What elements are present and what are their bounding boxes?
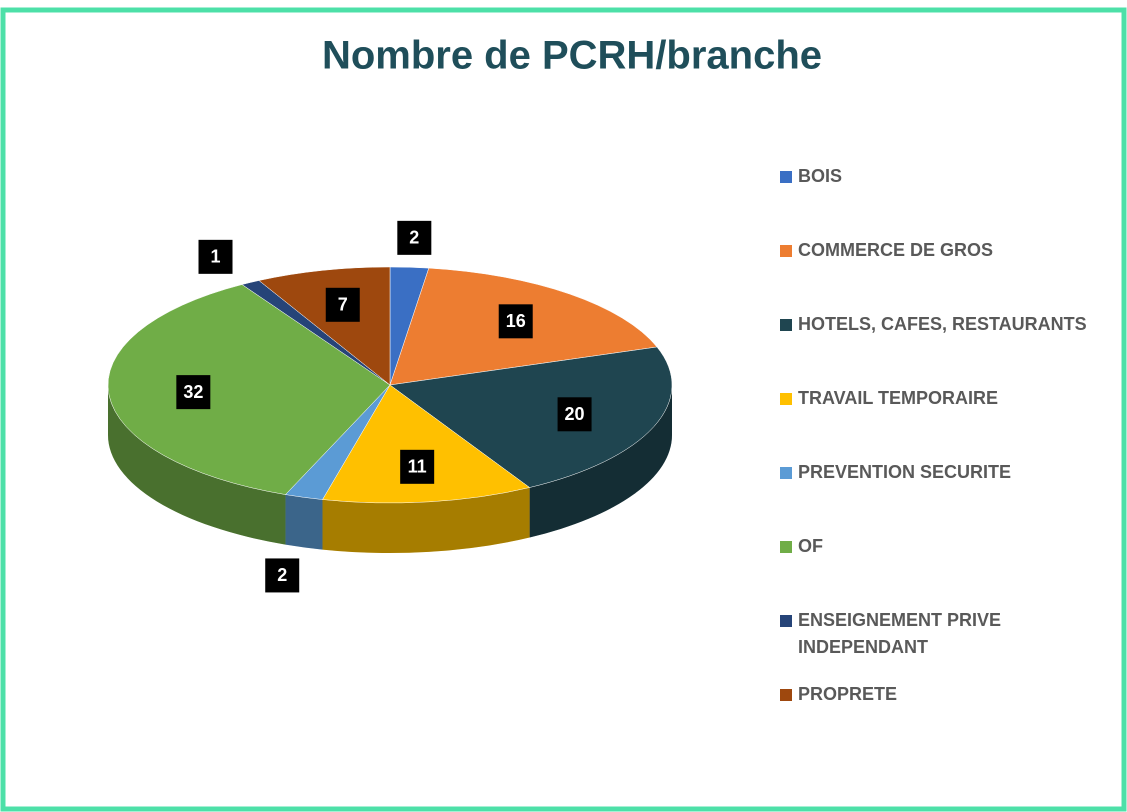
- slice-side-shade: [108, 385, 286, 545]
- slice-side: [108, 385, 286, 545]
- slice-side: [529, 385, 672, 538]
- legend-swatch: [780, 171, 792, 183]
- data-label-group: 1: [198, 239, 233, 274]
- data-label: 20: [565, 404, 585, 424]
- slice-side: [322, 487, 530, 553]
- data-label-box: [176, 375, 211, 410]
- legend-swatch: [780, 467, 792, 479]
- data-label-group: 7: [325, 287, 360, 322]
- data-label: 2: [409, 228, 419, 248]
- data-label: 16: [506, 311, 526, 331]
- data-label-box: [498, 304, 533, 339]
- legend-swatch: [780, 541, 792, 553]
- legend-label: TRAVAIL TEMPORAIRE: [798, 388, 998, 408]
- data-label-box: [397, 220, 432, 255]
- slice-side-shade: [529, 385, 672, 538]
- data-label-group: 2: [265, 558, 300, 593]
- slice: [389, 346, 673, 488]
- slice-side: [285, 494, 323, 550]
- legend-label: COMMERCE DE GROS: [798, 240, 993, 260]
- data-label-box: [198, 239, 233, 274]
- chart-title: Nombre de PCRH/branche: [322, 34, 822, 78]
- slice: [322, 384, 531, 504]
- legend-label: ENSEIGNEMENT PRIVE INDEPENDANT: [798, 610, 1001, 657]
- legend-label: BOIS: [798, 166, 842, 186]
- data-label-group: 32: [176, 375, 211, 410]
- data-label-box: [325, 287, 360, 322]
- data-label-group: 2: [397, 220, 432, 255]
- data-label: 7: [338, 295, 348, 315]
- data-label: 32: [183, 382, 203, 402]
- data-label: 1: [211, 247, 221, 267]
- legend-label: PREVENTION SECURITE: [798, 462, 1011, 482]
- data-label-box: [400, 449, 435, 484]
- slice-side-shade: [285, 494, 323, 550]
- data-label: 2: [277, 565, 287, 585]
- legend-label: OF: [798, 536, 823, 556]
- data-label-box: [557, 397, 592, 432]
- data-label-box: [265, 558, 300, 593]
- legend-swatch: [780, 319, 792, 331]
- legend-label: PROPRETE: [798, 684, 897, 704]
- legend-swatch: [780, 393, 792, 405]
- slice-side-shade: [322, 487, 530, 553]
- legend-swatch: [780, 689, 792, 701]
- data-label-group: 16: [498, 304, 533, 339]
- data-label: 11: [408, 457, 427, 477]
- legend-swatch: [780, 615, 792, 627]
- legend-label: HOTELS, CAFES, RESTAURANTS: [798, 314, 1087, 334]
- slice: [107, 284, 391, 495]
- data-label-group: 11: [400, 449, 435, 484]
- data-label-group: 20: [557, 397, 592, 432]
- legend-swatch: [780, 245, 792, 257]
